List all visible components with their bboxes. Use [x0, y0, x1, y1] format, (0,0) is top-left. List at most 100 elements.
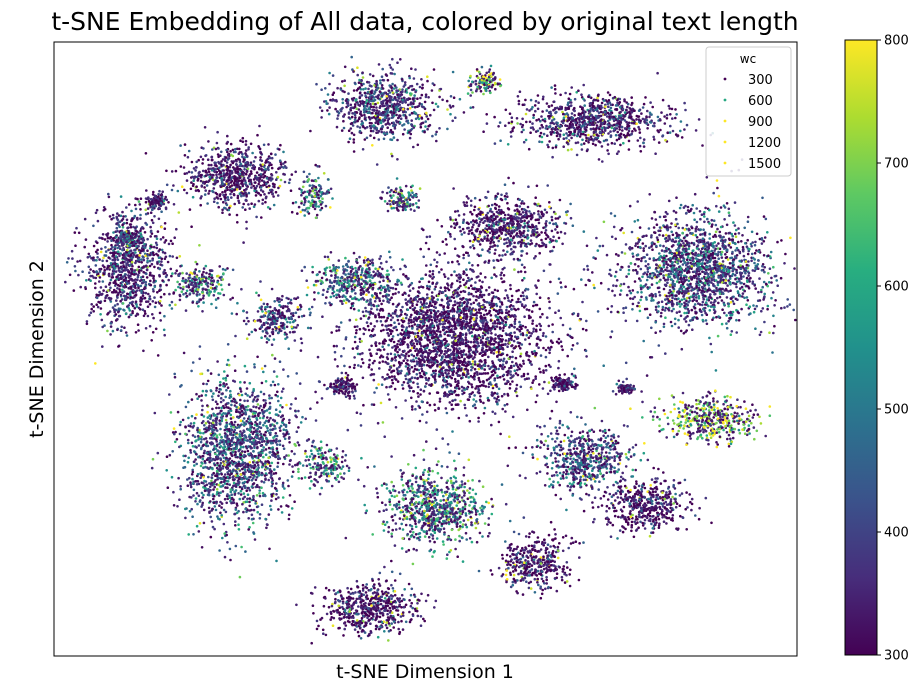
scatter-point: [246, 176, 250, 180]
scatter-point: [237, 201, 241, 205]
scatter-point: [660, 311, 663, 315]
scatter-point: [250, 186, 253, 189]
scatter-point: [746, 238, 749, 242]
scatter-point: [729, 289, 732, 293]
scatter-point: [609, 106, 613, 110]
scatter-point: [465, 204, 469, 207]
scatter-point: [695, 207, 698, 210]
scatter-point: [157, 202, 160, 205]
scatter-point: [228, 169, 232, 173]
scatter-point: [658, 280, 661, 283]
scatter-point: [719, 276, 723, 280]
scatter-point: [310, 179, 314, 182]
scatter-point: [340, 129, 344, 132]
scatter-point: [619, 114, 623, 117]
scatter-point: [477, 240, 481, 243]
scatter-point: [745, 263, 749, 267]
scatter-point: [354, 116, 357, 119]
scatter-point: [661, 305, 665, 309]
scatter-point: [620, 125, 624, 129]
scatter-point: [648, 246, 651, 250]
scatter-point: [579, 130, 582, 134]
scatter-point: [268, 156, 272, 160]
scatter-point: [505, 192, 508, 195]
scatter-point: [192, 167, 196, 170]
scatter-point: [657, 141, 661, 144]
scatter-point: [624, 306, 628, 310]
scatter-point: [685, 223, 689, 227]
scatter-point: [349, 106, 353, 110]
scatter-point: [249, 142, 253, 146]
scatter-point: [451, 218, 455, 222]
scatter-point: [736, 311, 740, 314]
scatter-point: [634, 244, 637, 248]
scatter-point: [465, 195, 469, 198]
scatter-point: [455, 222, 459, 226]
scatter-point: [222, 169, 225, 172]
scatter-point: [358, 131, 362, 134]
scatter-point: [226, 153, 230, 156]
scatter-point: [587, 138, 591, 142]
scatter-point: [684, 239, 687, 243]
scatter-point: [625, 120, 628, 124]
scatter-point: [566, 103, 570, 106]
scatter-point: [685, 299, 688, 303]
scatter-point: [261, 202, 264, 205]
scatter-point: [446, 127, 449, 131]
scatter-point: [324, 204, 328, 208]
scatter-point: [478, 212, 482, 216]
scatter-point: [612, 127, 616, 130]
scatter-point: [537, 218, 540, 221]
scatter-point: [637, 115, 641, 118]
scatter-point: [768, 331, 771, 335]
scatter-point: [508, 244, 512, 247]
scatter-point: [631, 308, 634, 311]
scatter-point: [580, 125, 584, 128]
scatter-point: [328, 106, 331, 109]
scatter-point: [263, 165, 266, 169]
scatter-point: [725, 322, 728, 325]
scatter-point: [534, 244, 537, 248]
scatter-point: [207, 192, 210, 195]
scatter-point: [246, 155, 249, 158]
scatter-point: [592, 127, 595, 130]
scatter-point: [544, 229, 548, 232]
scatter-point: [404, 101, 408, 104]
scatter-point: [204, 169, 208, 173]
scatter-point: [165, 198, 169, 202]
scatter-point: [351, 112, 354, 115]
scatter-point: [627, 139, 631, 143]
scatter-point: [469, 74, 472, 78]
scatter-point: [710, 350, 713, 354]
scatter-point: [279, 178, 283, 182]
scatter-point: [507, 213, 510, 217]
scatter-point: [516, 212, 519, 215]
scatter-point: [696, 262, 699, 265]
scatter-point: [492, 241, 495, 244]
scatter-point: [386, 109, 390, 112]
scatter-point: [242, 202, 245, 206]
scatter-point: [449, 106, 453, 109]
scatter-point: [580, 93, 583, 96]
scatter-point: [513, 229, 516, 232]
scatter-point: [705, 298, 709, 301]
scatter-point: [409, 129, 413, 132]
scatter-point: [564, 210, 568, 214]
scatter-point: [367, 87, 370, 91]
scatter-point: [523, 213, 527, 217]
scatter-point: [635, 122, 638, 125]
scatter-point: [309, 189, 312, 193]
scatter-point: [349, 122, 353, 126]
scatter-point: [160, 193, 163, 196]
scatter-point: [454, 218, 458, 221]
scatter-point: [153, 201, 156, 204]
scatter-point: [549, 250, 552, 253]
scatter-point: [164, 195, 167, 199]
scatter-point: [310, 186, 314, 190]
scatter-point: [727, 319, 730, 323]
scatter-point: [280, 165, 283, 169]
scatter-point: [482, 77, 486, 80]
scatter-point: [554, 222, 557, 226]
scatter-point: [664, 138, 667, 142]
scatter-point: [407, 121, 410, 125]
